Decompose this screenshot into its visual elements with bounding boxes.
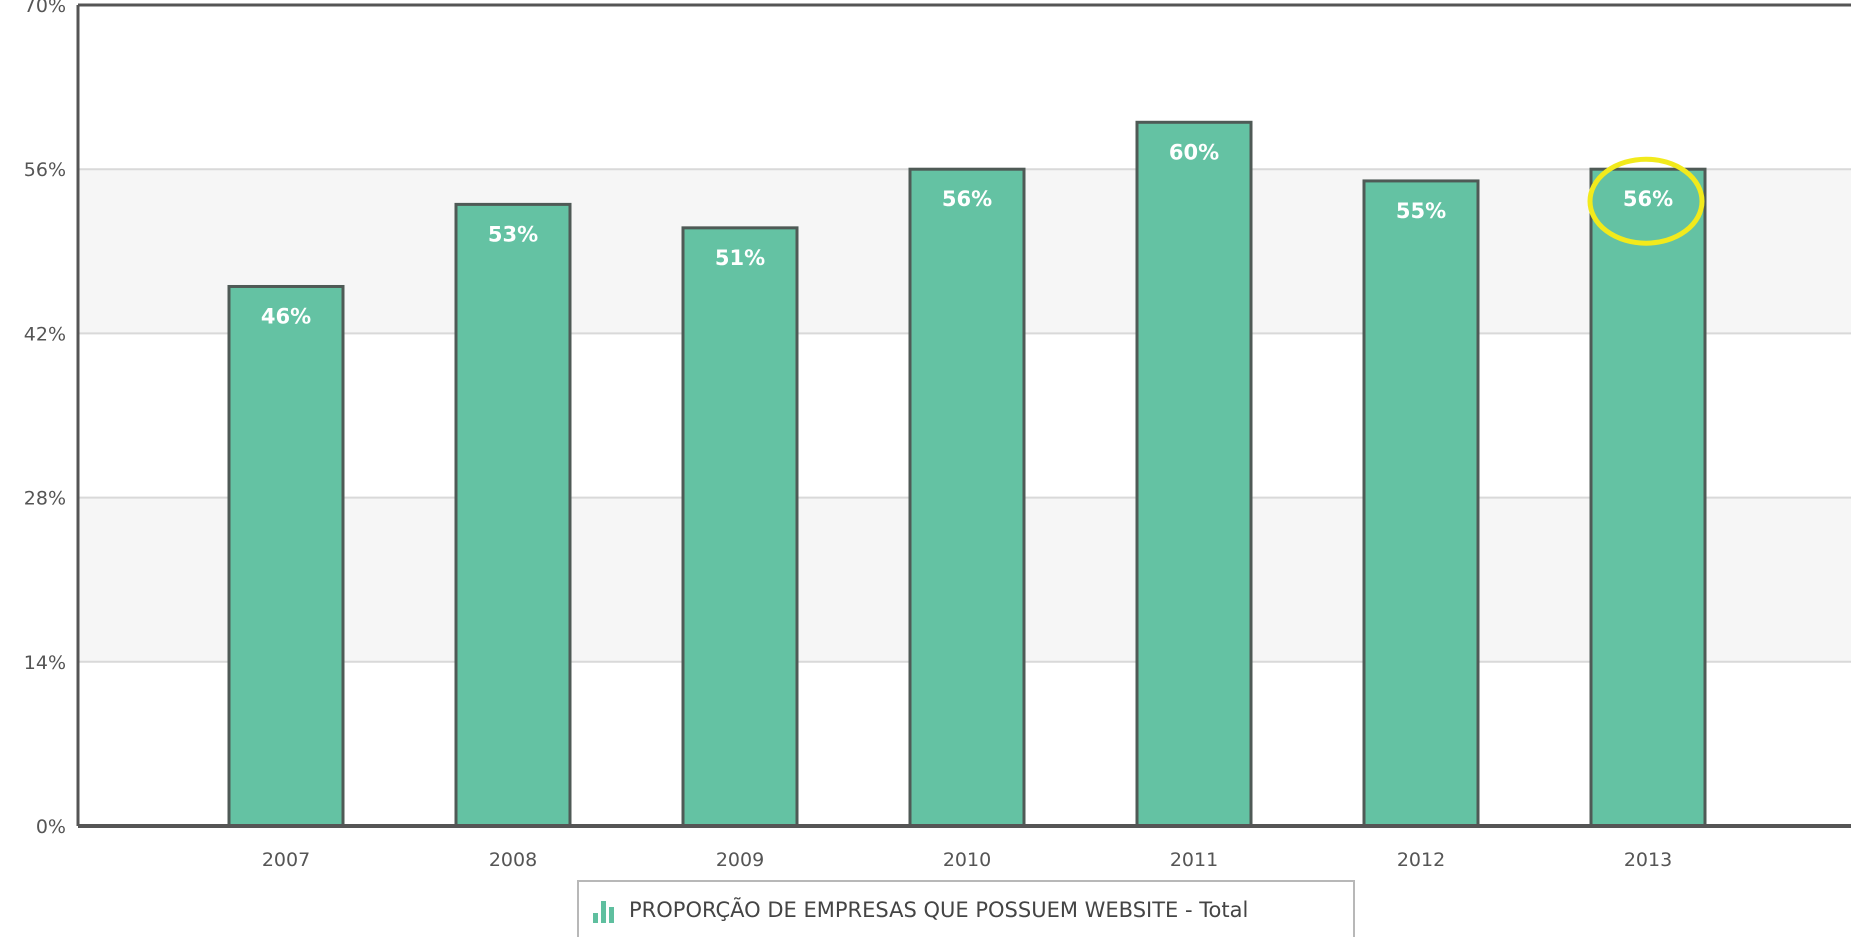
y-tick-label: 0%: [36, 816, 66, 838]
bar-2012[interactable]: [1362, 179, 1480, 828]
x-tick-label: 2009: [716, 849, 764, 871]
highlight-circle: [1587, 156, 1705, 246]
data-label-2011: 60%: [1169, 140, 1219, 164]
x-tick-label: 2010: [943, 849, 991, 871]
bar-2010[interactable]: [908, 167, 1026, 828]
data-label-2009: 51%: [715, 246, 765, 270]
x-tick-label: 2008: [489, 849, 537, 871]
legend-label: PROPORÇÃO DE EMPRESAS QUE POSSUEM WEBSIT…: [629, 897, 1249, 922]
legend[interactable]: PROPORÇÃO DE EMPRESAS QUE POSSUEM WEBSIT…: [577, 880, 1355, 937]
bar-2013[interactable]: [1589, 167, 1707, 828]
y-tick-label: 14%: [24, 652, 66, 674]
bar-chart: 0% 14% 28% 42% 56% 70% 46% 2007 53% 2008 51% 2009 56…: [24, 0, 1851, 871]
y-tick-label: 28%: [24, 488, 66, 510]
x-tick-label: 2011: [1170, 849, 1218, 871]
x-tick-label: 2012: [1397, 849, 1445, 871]
bar-2011[interactable]: [1135, 120, 1253, 828]
bar-2007[interactable]: [227, 284, 345, 828]
data-label-2007: 46%: [261, 304, 311, 328]
data-label-2013: 56%: [1623, 187, 1673, 211]
bar-2009[interactable]: [681, 226, 799, 828]
data-label-2010: 56%: [942, 187, 992, 211]
data-label-2012: 55%: [1396, 199, 1446, 223]
data-label-2008: 53%: [488, 222, 538, 246]
bar-chart-icon: [593, 897, 619, 923]
bar-2008[interactable]: [454, 202, 572, 828]
y-tick-label: 70%: [24, 0, 66, 17]
x-tick-label: 2013: [1624, 849, 1672, 871]
x-tick-label: 2007: [262, 849, 310, 871]
y-tick-label: 42%: [24, 323, 66, 345]
y-tick-label: 56%: [24, 159, 66, 181]
